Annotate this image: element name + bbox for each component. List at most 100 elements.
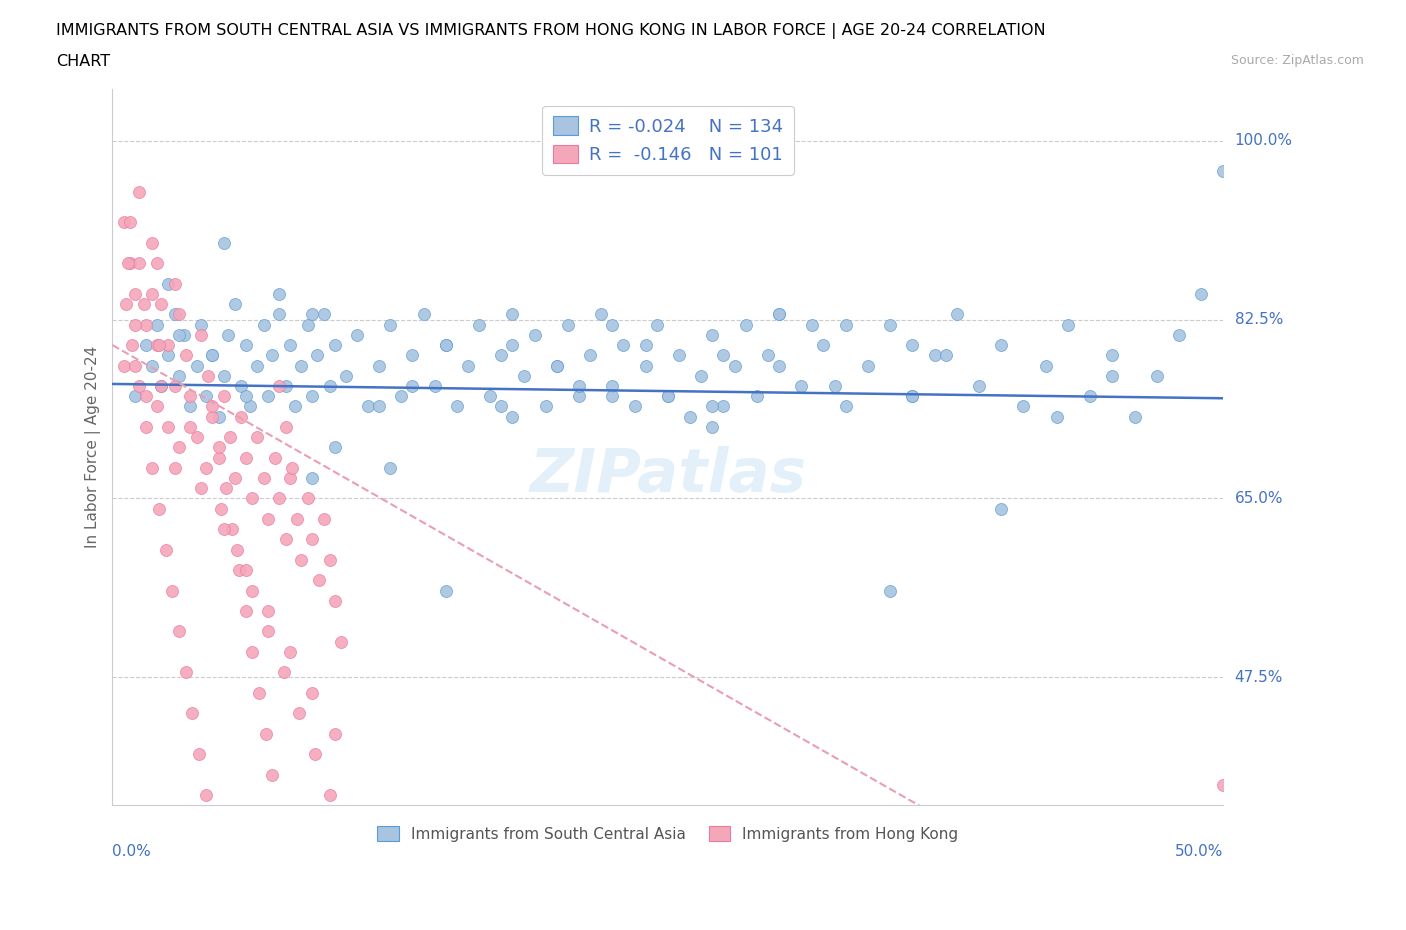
Point: [135, 338, 157, 352]
Point: [768, 358, 790, 373]
Point: [990, 338, 1012, 352]
Point: [174, 348, 197, 363]
Point: [124, 358, 146, 373]
Point: [135, 389, 157, 404]
Point: [768, 307, 790, 322]
Point: [150, 379, 173, 393]
Point: [297, 317, 319, 332]
Point: [1212, 777, 1234, 792]
Point: [242, 583, 264, 598]
Point: [301, 685, 323, 700]
Point: [657, 389, 679, 404]
Point: [247, 685, 270, 700]
Point: [281, 460, 304, 475]
Point: [114, 297, 136, 312]
Point: [401, 379, 423, 393]
Point: [208, 440, 231, 455]
Point: [278, 644, 301, 659]
Point: [457, 358, 479, 373]
Point: [301, 532, 323, 547]
Point: [330, 634, 353, 649]
Point: [612, 338, 634, 352]
Point: [290, 552, 312, 567]
Point: [217, 327, 239, 342]
Point: [579, 348, 602, 363]
Point: [121, 338, 143, 352]
Point: [212, 522, 235, 537]
Point: [501, 409, 523, 424]
Point: [212, 235, 235, 250]
Point: [201, 399, 224, 414]
Point: [120, 215, 142, 230]
Point: [702, 399, 724, 414]
Point: [446, 399, 468, 414]
Point: [257, 604, 280, 618]
Point: [534, 399, 557, 414]
Point: [219, 430, 242, 445]
Point: [323, 440, 346, 455]
Point: [197, 368, 219, 383]
Point: [523, 327, 546, 342]
Point: [235, 450, 257, 465]
Point: [546, 358, 568, 373]
Point: [141, 358, 163, 373]
Point: [190, 481, 212, 496]
Point: [141, 235, 163, 250]
Point: [657, 389, 679, 404]
Point: [380, 317, 402, 332]
Point: [879, 317, 901, 332]
Point: [228, 563, 250, 578]
Point: [290, 358, 312, 373]
Point: [231, 379, 253, 393]
Point: [146, 399, 169, 414]
Point: [491, 399, 513, 414]
Point: [235, 563, 257, 578]
Point: [512, 368, 534, 383]
Point: [278, 471, 301, 485]
Point: [568, 389, 591, 404]
Point: [301, 307, 323, 322]
Point: [645, 317, 668, 332]
Point: [167, 307, 190, 322]
Point: [501, 338, 523, 352]
Point: [173, 327, 195, 342]
Point: [285, 512, 308, 526]
Point: [319, 788, 342, 803]
Point: [713, 399, 735, 414]
Point: [146, 338, 169, 352]
Point: [901, 389, 924, 404]
Point: [163, 307, 186, 322]
Point: [208, 409, 231, 424]
Point: [434, 338, 457, 352]
Point: [1146, 368, 1168, 383]
Point: [1101, 348, 1123, 363]
Point: [201, 348, 224, 363]
Point: [141, 460, 163, 475]
Point: [690, 368, 713, 383]
Point: [380, 460, 402, 475]
Point: [231, 409, 253, 424]
Point: [301, 471, 323, 485]
Point: [224, 297, 246, 312]
Point: [179, 389, 201, 404]
Point: [284, 399, 307, 414]
Point: [208, 450, 231, 465]
Point: [117, 256, 139, 271]
Point: [1012, 399, 1035, 414]
Point: [120, 256, 142, 271]
Point: [257, 512, 280, 526]
Point: [346, 327, 368, 342]
Point: [568, 379, 591, 393]
Point: [186, 430, 208, 445]
Point: [148, 338, 170, 352]
Point: [668, 348, 690, 363]
Point: [263, 450, 285, 465]
Point: [479, 389, 502, 404]
Point: [1212, 164, 1234, 179]
Point: [312, 307, 335, 322]
Point: [150, 379, 173, 393]
Point: [813, 338, 835, 352]
Point: [713, 348, 735, 363]
Point: [179, 399, 201, 414]
Point: [212, 368, 235, 383]
